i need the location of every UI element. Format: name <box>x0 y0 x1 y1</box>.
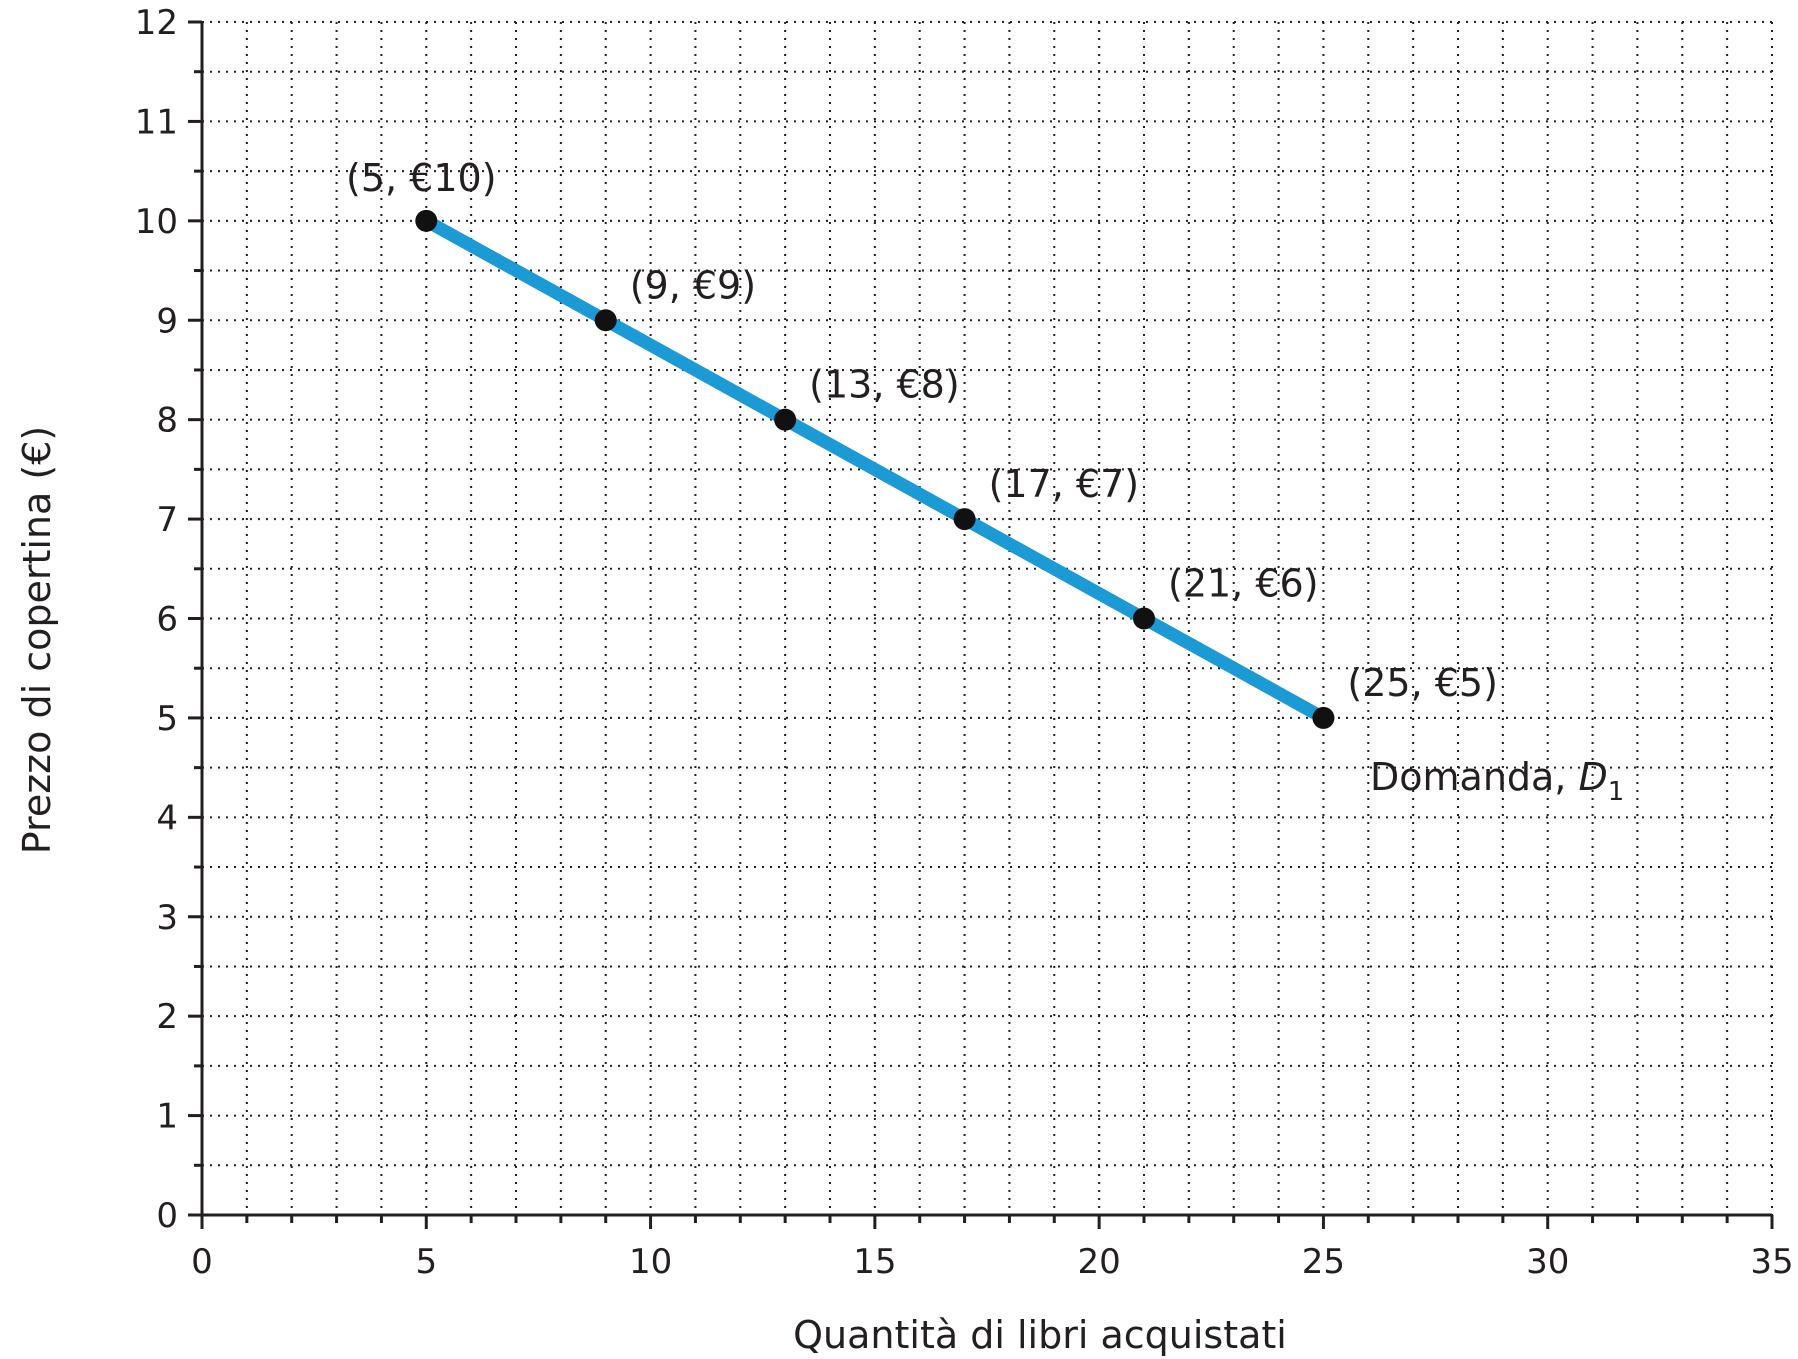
data-point <box>415 209 438 232</box>
y-tick-label: 2 <box>156 997 178 1037</box>
x-tick-label: 0 <box>191 1242 213 1282</box>
grid <box>202 21 1773 1215</box>
y-tick-label: 0 <box>156 1196 178 1236</box>
y-axis-title: Prezzo di copertina (€) <box>15 426 59 854</box>
data-point <box>1133 607 1155 630</box>
y-tick-label: 12 <box>135 3 178 43</box>
curve-label: Domanda, D1 <box>1370 755 1624 807</box>
point-label: (13, €8) <box>809 363 960 407</box>
x-tick-label: 15 <box>853 1242 896 1282</box>
y-tick-label: 6 <box>156 600 178 640</box>
y-tick-label: 9 <box>156 301 178 341</box>
x-tick-label: 30 <box>1526 1242 1569 1282</box>
y-tick-label: 3 <box>156 898 178 938</box>
labels: (5, €10) (9, €9) (13, €8) (17, €7) (21, €6) (… <box>346 156 1498 705</box>
y-tick-label: 8 <box>156 401 178 441</box>
data-point <box>594 309 617 332</box>
point-label: (21, €6) <box>1168 562 1319 606</box>
x-tick-label: 10 <box>629 1242 672 1282</box>
point-label: (25, €5) <box>1347 661 1498 705</box>
demand-curve-line <box>423 215 1327 724</box>
y-tick-label: 5 <box>156 699 178 739</box>
point-label: (5, €10) <box>346 156 497 200</box>
y-tick-label: 1 <box>156 1097 178 1137</box>
data-point <box>953 508 976 531</box>
curve-label-text: Domanda, <box>1370 755 1578 799</box>
x-tick-label: 20 <box>1078 1242 1121 1282</box>
x-tick-label: 5 <box>415 1242 437 1282</box>
y-tick-label: 7 <box>156 500 178 540</box>
point-label: (9, €9) <box>630 263 756 307</box>
y-tick-label: 4 <box>156 798 178 838</box>
y-tick-label: 11 <box>135 102 178 142</box>
x-axis-title: Quantità di libri acquistati <box>793 1313 1287 1357</box>
data-point <box>1312 706 1335 729</box>
curve-label-italic: D <box>1578 755 1607 799</box>
x-tick-label: 25 <box>1302 1242 1345 1282</box>
y-tick-label: 10 <box>135 202 178 242</box>
point-label: (17, €7) <box>989 462 1140 506</box>
data-point <box>774 408 797 431</box>
series-layer <box>415 209 1335 729</box>
x-tick-label: 35 <box>1750 1242 1793 1282</box>
curve-label-subscript: 1 <box>1608 777 1625 807</box>
